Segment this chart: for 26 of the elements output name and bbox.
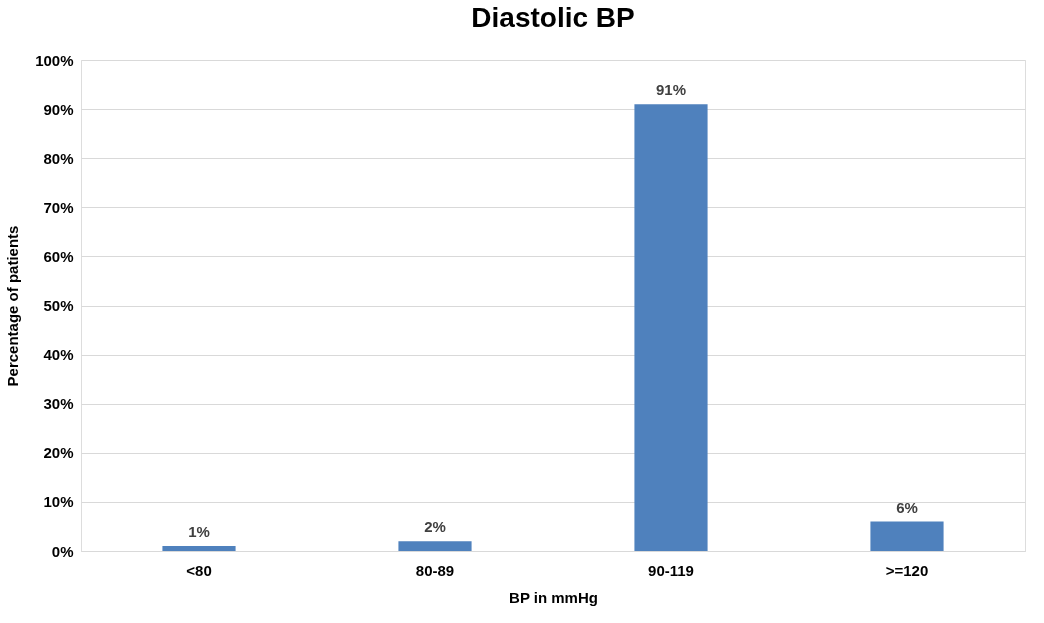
data-label: 91%: [655, 81, 687, 99]
y-tick-label: 90%: [43, 100, 74, 118]
y-tick-label: 100%: [35, 51, 74, 69]
data-label: 6%: [896, 498, 918, 516]
bar: [162, 546, 236, 551]
bar: [634, 104, 708, 551]
x-tick-label: 90-119: [648, 561, 694, 579]
y-tick-label: 20%: [43, 444, 74, 462]
x-axis-title: BP in mmHg: [509, 588, 598, 606]
y-tick-label: 0%: [51, 542, 74, 560]
y-axis-title: Percentage of patients: [4, 225, 22, 387]
bar: [398, 541, 472, 551]
y-tick-label: 30%: [43, 395, 74, 413]
x-tick-label: >=120: [885, 561, 929, 579]
y-tick-label: 80%: [43, 149, 74, 167]
bar: [870, 521, 944, 551]
x-tick-label: <80: [186, 561, 212, 579]
y-tick-label: 40%: [43, 346, 74, 364]
y-tick-label: 50%: [43, 297, 74, 314]
data-label: 1%: [188, 523, 210, 541]
y-tick-label: 60%: [43, 247, 74, 265]
data-label: 2%: [424, 518, 446, 536]
y-tick-label: 10%: [43, 493, 74, 511]
y-tick-label: 70%: [43, 198, 74, 216]
chart-title: Diastolic BP: [471, 2, 635, 33]
x-tick-label: 80-89: [415, 561, 455, 579]
